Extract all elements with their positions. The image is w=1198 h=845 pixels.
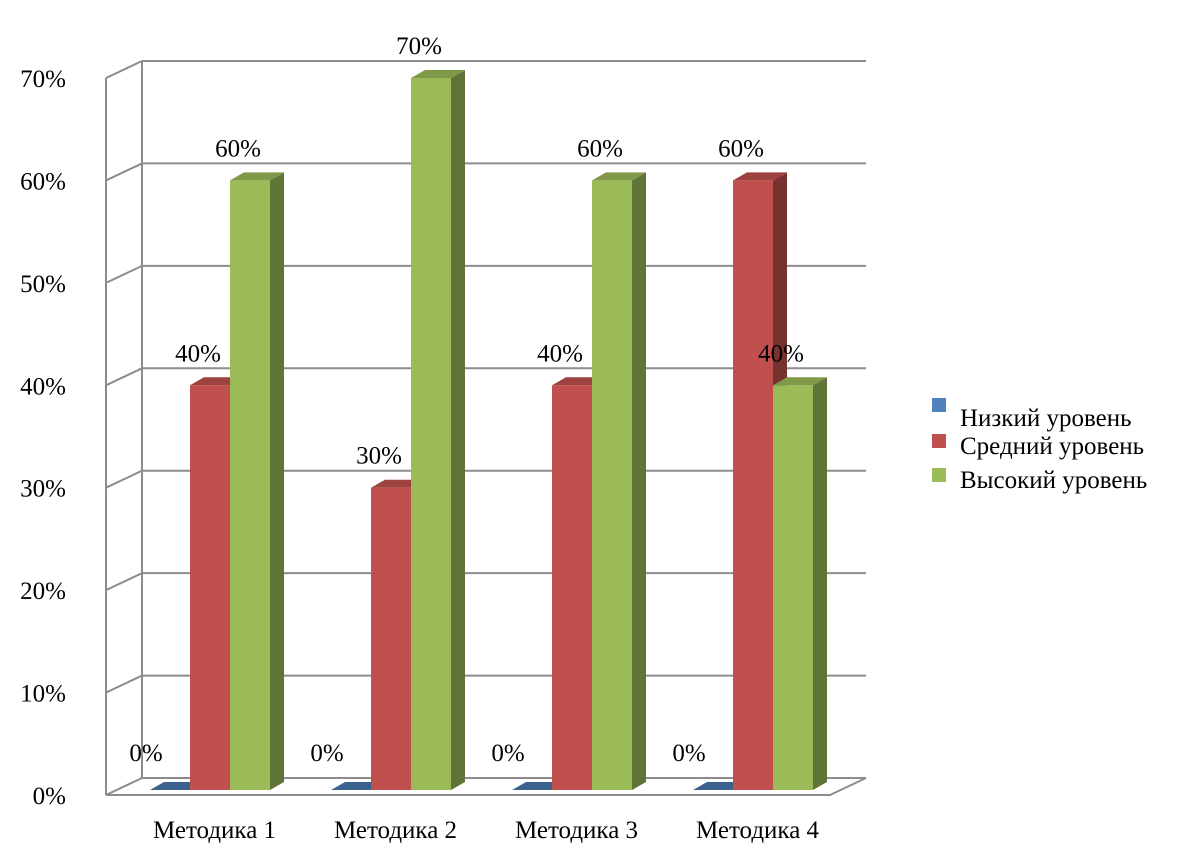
legend-swatch [932,434,946,448]
data-label: 0% [129,740,162,767]
bar [371,487,411,790]
data-label: 30% [356,443,402,470]
data-label: 0% [491,740,524,767]
y-tick-label: 30% [20,476,66,503]
bar-top [592,172,646,181]
x-axis-ticks: Методика 1 Методика 2 Методика 3 Методика 4 [153,817,820,844]
bars [150,70,827,790]
y-tick-label: 60% [20,168,66,195]
data-label: 0% [310,740,343,767]
data-label: 40% [175,340,221,367]
data-label: 70% [396,33,442,60]
bar-side [451,70,465,790]
bar-side [813,377,827,790]
legend-item: Высокий уровень [932,466,1147,500]
gridline-side [105,264,143,284]
legend-swatch [932,468,946,482]
legend: Низкий уровень Средний уровень Высокий уро… [932,398,1147,500]
legend-item: Средний уровень [932,432,1147,466]
y-tick-label: 70% [20,66,66,93]
gridline-side [105,162,143,182]
data-label: 60% [577,135,623,162]
data-label: 60% [215,135,261,162]
gridline-side [105,674,143,694]
y-tick-label: 20% [20,578,66,605]
x-tick-label: Методика 2 [334,817,457,844]
data-label: 40% [537,340,583,367]
data-labels: 0% 40% 60% 0% 30% 70% 0% 40% 60% 0% 60% 40% [129,33,804,767]
chart-floor [105,777,867,796]
x-tick-label: Методика 3 [515,817,638,844]
y-tick-label: 0% [33,783,66,810]
gridline-side [105,60,143,79]
bar [230,180,270,790]
data-label: 40% [758,340,804,367]
y-tick-label: 40% [20,373,66,400]
bar [592,180,632,790]
x-tick-label: Методика 4 [696,817,820,844]
y-tick-label: 50% [20,271,66,298]
gridline-side [105,367,143,387]
bar-top [411,70,465,78]
legend-label: Высокий уровень [960,467,1148,494]
bar-top [773,377,827,386]
bar-top [733,172,787,181]
y-tick-label: 10% [20,681,66,708]
bar [552,385,592,790]
bar-side [632,172,646,790]
x-tick-label: Методика 1 [153,817,276,844]
y-axis-ticks: 0% 10% 20% 30% 40% 50% 60% 70% [20,66,66,810]
legend-label: Средний уровень [960,433,1145,460]
bar [773,385,813,790]
legend-swatch [932,398,946,412]
legend-item: Низкий уровень [932,398,1147,432]
data-label: 0% [672,740,705,767]
legend-label: Низкий уровень [960,405,1132,432]
gridline-side [105,572,143,592]
bar [411,78,451,790]
bar [733,180,773,790]
data-label: 60% [718,135,764,162]
bar-top [230,172,284,181]
bar [190,385,230,790]
bar-side [270,172,284,790]
gridline-side [105,469,143,489]
